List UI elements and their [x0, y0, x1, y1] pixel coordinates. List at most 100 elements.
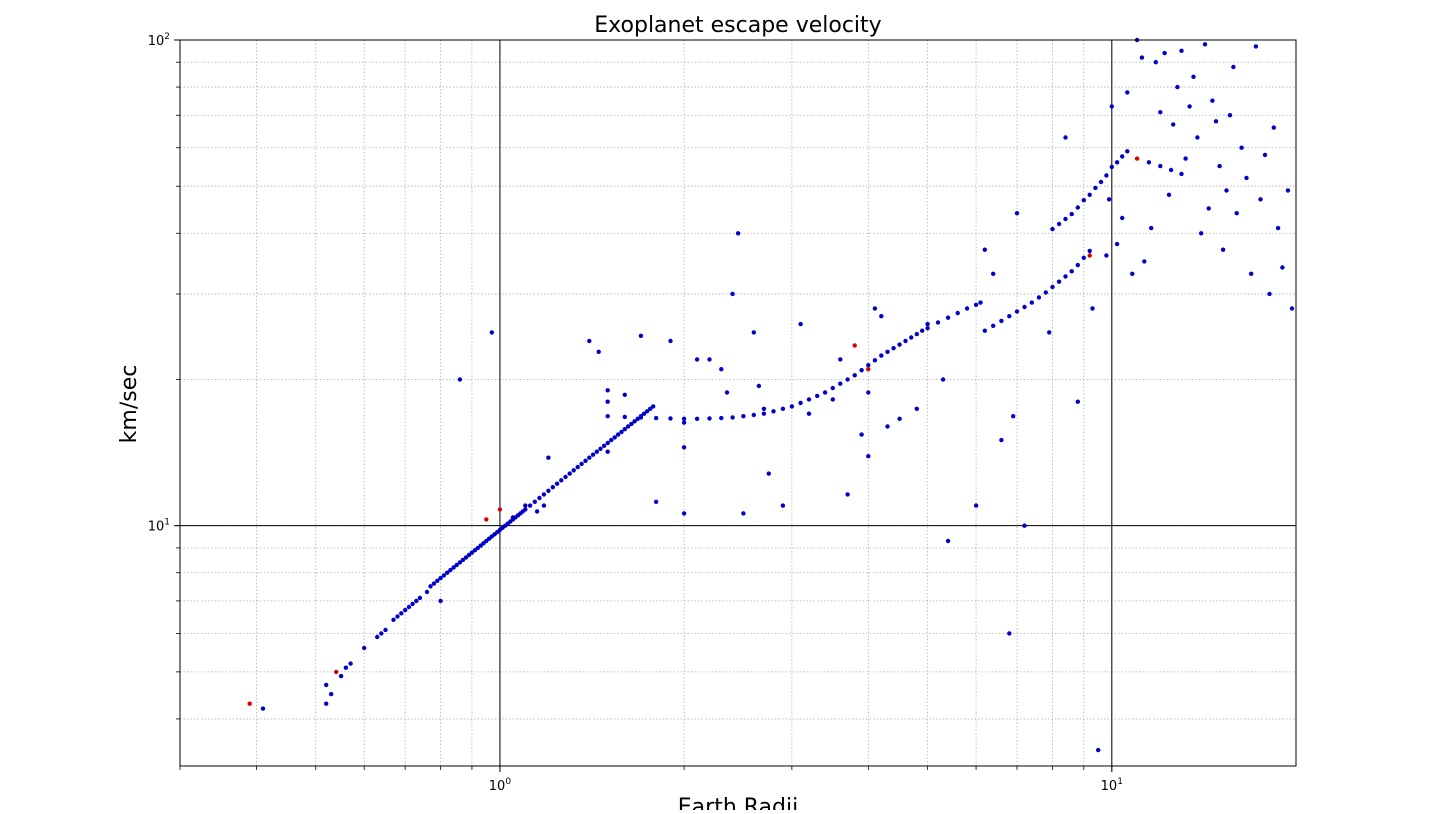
data-point [383, 627, 388, 633]
data-point [1267, 291, 1272, 297]
highlight-data-point [1134, 156, 1140, 161]
data-point [537, 495, 542, 501]
data-point [601, 443, 607, 448]
data-point [622, 392, 627, 397]
data-point [798, 400, 803, 406]
data-point [653, 415, 659, 421]
data-point [605, 388, 610, 393]
data-point [510, 515, 516, 520]
data-point [741, 511, 746, 516]
x-tick-label: 101 [1101, 777, 1123, 794]
data-point [1139, 55, 1145, 60]
data-point [668, 338, 673, 344]
data-point [1125, 90, 1130, 95]
data-point [1036, 295, 1042, 300]
data-point [1289, 306, 1295, 311]
data-point [879, 314, 884, 319]
data-point [1050, 226, 1055, 232]
data-point [329, 691, 334, 697]
data-point [707, 357, 712, 362]
data-point [999, 437, 1004, 443]
data-point [629, 421, 634, 427]
data-point [1120, 215, 1125, 221]
data-point [964, 306, 970, 311]
data-point [324, 682, 329, 688]
data-point [1098, 179, 1104, 185]
data-point [644, 409, 650, 414]
data-point [1179, 171, 1184, 177]
data-point [403, 607, 408, 613]
data-point [1056, 221, 1062, 227]
data-point [940, 377, 946, 382]
data-point [579, 461, 584, 467]
data-point [872, 306, 878, 311]
data-point [1109, 164, 1115, 170]
highlight-data-point [852, 343, 857, 348]
data-point [622, 427, 627, 432]
highlight-data-point [247, 701, 252, 706]
data-point [460, 557, 466, 563]
data-point [859, 432, 864, 437]
data-point [260, 706, 266, 711]
data-point [1114, 160, 1120, 165]
data-point [1125, 149, 1130, 154]
x-axis-label: Earth Radii [678, 795, 798, 810]
data-point [638, 333, 644, 338]
highlight-data-point [497, 507, 503, 512]
data-point [1050, 284, 1055, 290]
data-point [751, 412, 756, 418]
data-point [1187, 104, 1192, 109]
data-point [424, 589, 430, 595]
data-point [546, 488, 551, 493]
grid [179, 39, 1296, 766]
data-point [550, 485, 555, 490]
data-point [1271, 125, 1277, 130]
data-point [598, 446, 603, 451]
data-point [1213, 119, 1219, 124]
y-axis-label: km/sec [117, 365, 142, 444]
data-point [406, 604, 412, 610]
data-point [1130, 271, 1135, 276]
data-point [348, 661, 353, 666]
data-point [1007, 314, 1012, 319]
data-point [982, 328, 987, 333]
axis-ticks: 100 101 101 102 [148, 32, 1123, 794]
data-point [866, 454, 871, 459]
data-point [489, 330, 494, 335]
data-point [1227, 113, 1233, 118]
data-point [903, 338, 908, 344]
data-point [559, 478, 564, 483]
data-point [343, 665, 349, 670]
plot-frame [179, 39, 1297, 767]
data-point [1063, 135, 1068, 140]
data-point [596, 349, 601, 354]
x-tick-label: 100 [489, 777, 512, 794]
data-point [554, 481, 560, 486]
data-point [445, 570, 450, 575]
data-point [694, 416, 700, 421]
data-point [1047, 330, 1052, 335]
data-point [1202, 42, 1208, 47]
data-point [707, 416, 712, 421]
data-point [1224, 188, 1229, 193]
highlight-data-point [866, 367, 871, 372]
data-point [1114, 241, 1120, 247]
data-point [798, 321, 803, 327]
data-point [1142, 259, 1147, 264]
data-point [590, 452, 596, 457]
data-point [1022, 304, 1027, 310]
data-point [1275, 225, 1281, 231]
data-point [866, 363, 871, 368]
data-point [761, 406, 767, 411]
data-point [567, 471, 572, 476]
data-point [587, 455, 592, 460]
data-point [1011, 414, 1016, 419]
data-point [534, 509, 540, 514]
data-point [625, 424, 631, 429]
data-point [410, 601, 415, 607]
data-point [1029, 300, 1035, 305]
data-point [1081, 198, 1087, 203]
data-point [771, 409, 776, 414]
data-point [668, 416, 673, 421]
data-point [457, 560, 463, 565]
